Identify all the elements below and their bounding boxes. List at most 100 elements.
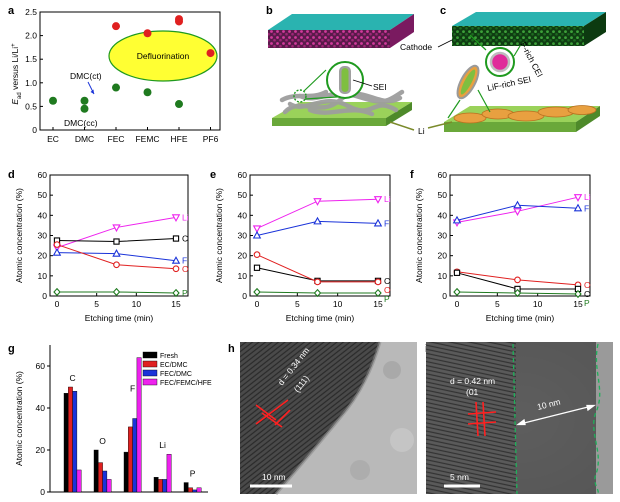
marker-square [113, 238, 120, 245]
legend-label: Fresh [160, 353, 178, 360]
panel-b: b SEI [266, 5, 414, 126]
cathode-slab-b [268, 14, 414, 48]
panel-label-e: e [210, 169, 216, 181]
g-ytick-label: 20 [36, 445, 46, 455]
marker-diamond [313, 288, 322, 298]
dmc-cc-label: DMC(cc) [64, 118, 98, 128]
marker-tri-down [513, 208, 522, 216]
marker-square [172, 235, 180, 242]
marker-diamond [374, 288, 382, 298]
a-xtick-label: FEMC [135, 134, 159, 144]
xaxis-label: Etching time (min) [486, 313, 555, 323]
cathode-slab-c [452, 12, 606, 46]
a-xtick-label: EC [47, 134, 59, 144]
ytick-label: 60 [238, 170, 248, 180]
xtick-label: 15 [373, 299, 383, 309]
panel-a-frame [39, 11, 221, 131]
g-ytick-label: 60 [36, 361, 46, 371]
bar-f-1 [128, 426, 133, 493]
marker-square [453, 269, 461, 276]
ytick-label: 60 [38, 170, 48, 180]
bar-li-0 [153, 477, 159, 493]
marker-diamond [253, 287, 261, 297]
plane-i: (01 [466, 387, 479, 397]
cathode-label: Cathode [400, 42, 432, 52]
ytick-label: 50 [238, 190, 248, 200]
marker-tri-up [573, 203, 583, 212]
a-point-defluorination [143, 29, 152, 38]
a-xtick-label: DMC [75, 134, 94, 144]
xtick-label: 10 [132, 299, 142, 309]
marker-tri-down [252, 225, 262, 234]
marker-circle [514, 276, 521, 284]
series-label-c: C [182, 234, 188, 244]
yaxis-label: Atomic concentration (%) [414, 188, 424, 283]
xaxis-label: Etching time (min) [85, 313, 154, 323]
surface-line-i [593, 343, 601, 495]
plot-frame [49, 174, 189, 297]
ytick-label: 10 [238, 271, 248, 281]
legend-swatch [142, 351, 158, 359]
sei-zoom-rod [339, 66, 351, 94]
series-label-li: Li [384, 194, 391, 204]
series-label-li: Li [182, 212, 189, 222]
marker-diamond [112, 287, 121, 297]
a-ytick-label: 0.5 [25, 101, 37, 111]
marker-square [253, 264, 261, 271]
a-point-defluorination [175, 15, 183, 24]
sei-zoom-c [447, 64, 491, 119]
ytick-label: 50 [38, 190, 48, 200]
g-category-label: O [99, 436, 106, 446]
legend-label: EC/DMC [160, 362, 188, 369]
bar-c-1 [68, 386, 73, 493]
sei-dendrites [279, 89, 405, 117]
marker-tri-down [313, 198, 322, 206]
marker-circle [314, 278, 321, 286]
ytick-label: 20 [438, 251, 448, 261]
marker-tri-up [452, 215, 462, 224]
marker-tri-down [112, 224, 121, 233]
a-point-adsorption [80, 96, 89, 105]
series-label-p: P [384, 294, 390, 304]
ytick-label: 10 [38, 271, 48, 281]
panel-a-points [49, 15, 215, 113]
svg-text:Ead versus Li/Li+: Ead versus Li/Li+ [10, 43, 23, 105]
scale-label-h: 10 nm [262, 472, 286, 482]
xaxis-label: Etching time (min) [286, 313, 355, 323]
panel-label-c: c [440, 5, 446, 17]
sei-label: SEI [373, 82, 387, 92]
ytick-label: 10 [438, 271, 448, 281]
dmc-ct-label: DMC(ct) [70, 71, 102, 81]
marker-tri-up [112, 249, 121, 257]
tem-image-i [426, 342, 613, 494]
yaxis-label: Atomic concentration (%) [14, 188, 24, 283]
bar-c-0 [63, 393, 69, 493]
series-label-c: C [584, 289, 590, 299]
legend-label: FEC/DMC [160, 371, 192, 378]
panel-a-ylabel: Ead versus Li/Li+ [10, 43, 23, 105]
series-label-o: O [182, 264, 189, 274]
xtick-label: 0 [455, 299, 460, 309]
ytick-label: 40 [38, 210, 48, 220]
a-ytick-label: 1.0 [25, 78, 37, 88]
panel-h: h d = 0.34 nm (111) 10 nm [228, 341, 417, 495]
lattice-marker-i [467, 401, 497, 437]
a-point-adsorption [175, 100, 183, 109]
bar-f-3 [136, 357, 142, 493]
marker-tri-up [171, 256, 181, 264]
xtick-label: 15 [171, 299, 181, 309]
g-category-label: P [190, 469, 196, 479]
series-label-f: F [182, 256, 187, 266]
bar-p-2 [192, 489, 198, 493]
panel-e: e 0 10 20 30 40 50 60 0 5 10 15 Etching time (min) A… [210, 169, 391, 323]
marker-diamond [574, 289, 582, 299]
xtick-label: 10 [533, 299, 543, 309]
defluorination-label: Defluorination [137, 51, 190, 61]
ytick-label: 0 [442, 291, 447, 301]
a-ytick-label: 1.5 [25, 54, 37, 64]
xtick-label: 15 [573, 299, 583, 309]
series-label-p: P [182, 288, 188, 298]
xtick-label: 10 [333, 299, 343, 309]
panel-label-b: b [266, 5, 273, 17]
ytick-label: 40 [238, 210, 248, 220]
